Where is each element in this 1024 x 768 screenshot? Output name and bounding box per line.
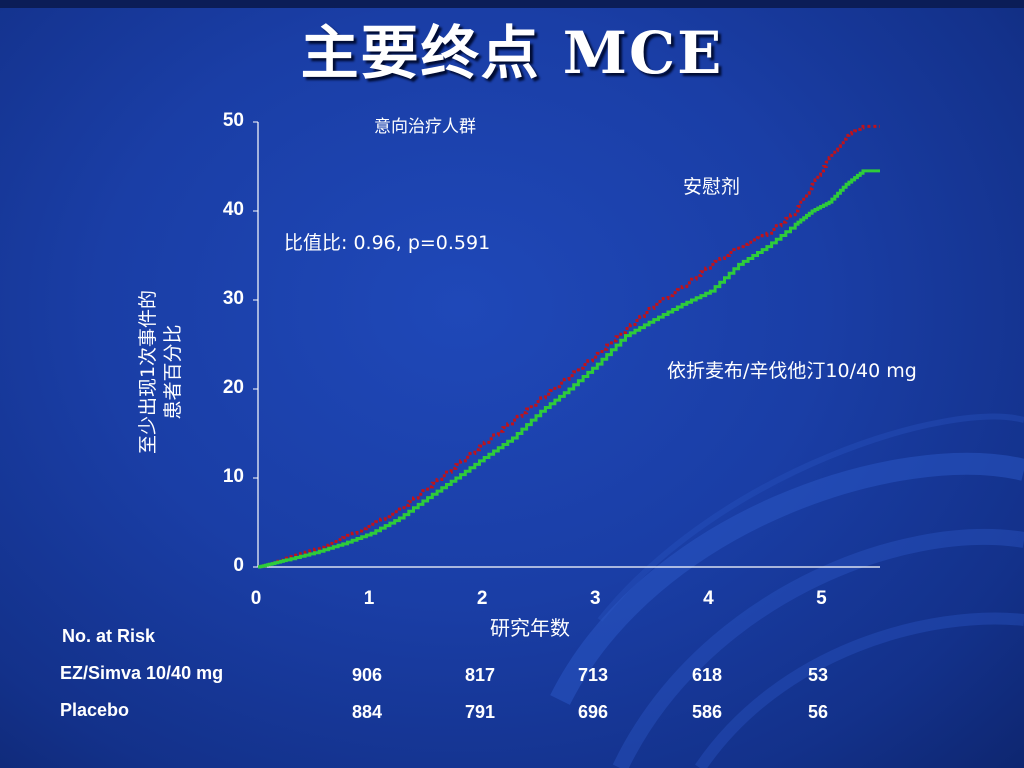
odds-ratio-annotation: 比值比: 0.96, p=0.591 xyxy=(284,232,491,254)
y-axis-label-line1: 至少出现1次事件的 xyxy=(137,289,159,455)
risk-cell: 713 xyxy=(577,665,609,685)
x-tick-label: 5 xyxy=(816,588,827,609)
risk-cell: 817 xyxy=(464,665,496,685)
risk-cell: 791 xyxy=(464,702,496,722)
treatment-curve xyxy=(258,169,880,569)
y-tick-label: 20 xyxy=(222,377,244,398)
top-band xyxy=(0,0,1024,8)
risk-cell: 586 xyxy=(691,702,723,722)
placebo-curve xyxy=(258,124,880,569)
risk-row-label: Placebo xyxy=(60,700,130,720)
risk-cell: 53 xyxy=(807,665,829,685)
y-tick-label: 10 xyxy=(222,466,244,487)
chart-subtitle: 意向治疗人群 xyxy=(374,117,476,137)
slide-title: 主要终点 MCE xyxy=(300,19,724,87)
x-tick-label: 3 xyxy=(589,588,601,609)
treatment-label: 依折麦布/辛伐他汀10/40 mg xyxy=(667,360,917,382)
risk-cell: 618 xyxy=(691,665,723,685)
x-tick-label: 4 xyxy=(703,588,714,609)
risk-row-label: EZ/Simva 10/40 mg xyxy=(60,663,224,683)
x-tick-label: 0 xyxy=(250,588,262,609)
y-tick-label: 30 xyxy=(222,288,244,309)
risk-cell: 906 xyxy=(351,665,383,685)
risk-cell: 696 xyxy=(577,702,609,722)
y-tick-label: 40 xyxy=(222,199,244,220)
risk-cell: 884 xyxy=(351,702,383,722)
placebo-label: 安慰剂 xyxy=(683,176,741,198)
x-axis-label: 研究年数 xyxy=(490,616,570,640)
y-tick-label: 0 xyxy=(233,555,244,576)
series-layer xyxy=(258,124,880,569)
x-tick-label: 2 xyxy=(476,588,488,609)
risk-table-header: No. at Risk xyxy=(62,626,156,646)
x-tick-label: 1 xyxy=(363,588,375,609)
risk-cell: 56 xyxy=(807,702,829,722)
y-tick-label: 50 xyxy=(222,110,244,131)
y-axis-label-line2: 患者百分比 xyxy=(162,324,184,420)
y-axis-label: 至少出现1次事件的 患者百分比 xyxy=(136,232,196,512)
